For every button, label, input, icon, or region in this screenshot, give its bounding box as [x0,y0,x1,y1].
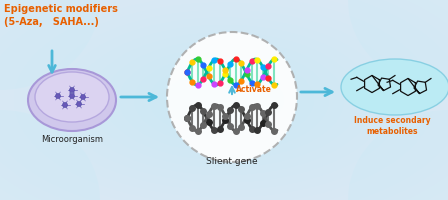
Ellipse shape [0,110,100,200]
Ellipse shape [341,59,448,115]
Ellipse shape [348,0,448,90]
Circle shape [167,32,297,162]
Circle shape [81,95,86,99]
Ellipse shape [0,0,100,90]
Ellipse shape [35,72,109,122]
Circle shape [63,102,68,108]
Ellipse shape [348,110,448,200]
Circle shape [69,94,74,98]
Circle shape [56,94,60,98]
Text: Microorganism: Microorganism [41,135,103,144]
Text: Activate: Activate [236,86,272,95]
Circle shape [77,102,82,106]
Text: Induce secondary
metabolites: Induce secondary metabolites [353,116,431,136]
Text: Slient gene: Slient gene [206,157,258,166]
Circle shape [69,88,74,92]
Text: Epigenetic modifiers
(5-Aza,   SAHA...): Epigenetic modifiers (5-Aza, SAHA...) [4,4,118,27]
Ellipse shape [28,69,116,131]
